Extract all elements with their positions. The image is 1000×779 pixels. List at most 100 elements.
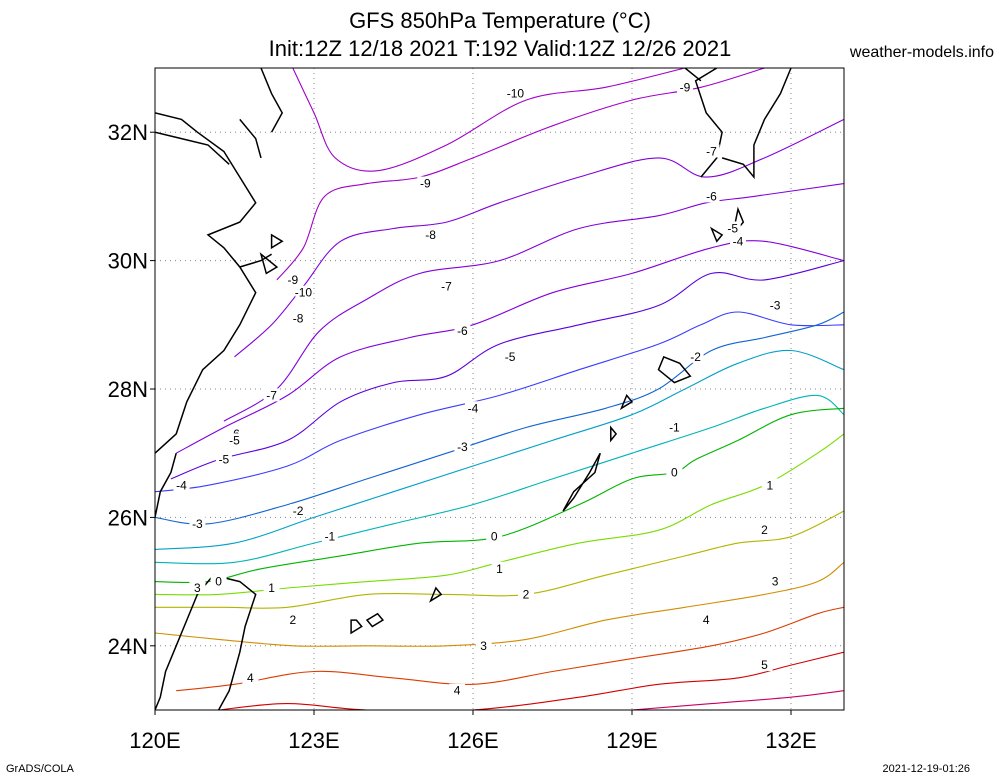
- contour-label-bg: [417, 176, 434, 190]
- coastline: [684, 68, 702, 82]
- contour-label: -7: [441, 279, 452, 293]
- lat-tick-label: 30N: [108, 249, 148, 274]
- contour-label: -1: [325, 530, 336, 544]
- contour-label-bg: [507, 86, 524, 100]
- coastline: [239, 253, 272, 268]
- isotherm-5: [218, 651, 844, 710]
- site-credit: weather-models.info: [849, 44, 994, 61]
- contour-label-bg: [290, 503, 307, 517]
- contour-label-bg: [767, 574, 784, 588]
- coastline: [155, 131, 230, 165]
- contour-label: 0: [491, 530, 498, 544]
- contour-label-bg: [454, 324, 471, 338]
- contour-label: -6: [457, 324, 468, 338]
- isotherm--9: [276, 68, 765, 281]
- isotherm--10: [292, 68, 686, 172]
- contour-label: -5: [229, 433, 240, 447]
- contour-label-bg: [730, 234, 746, 248]
- contour-label-bg: [226, 433, 243, 447]
- contour-label-bg: [210, 574, 227, 588]
- isotherm-4: [176, 606, 844, 692]
- island: [709, 226, 724, 243]
- contour-label-bg: [215, 452, 232, 466]
- contour-label-bg: [284, 613, 301, 627]
- island: [270, 233, 284, 250]
- contour-label-bg: [284, 272, 301, 286]
- contour-label-bg: [698, 613, 715, 627]
- contour-label: 3: [772, 575, 779, 589]
- contour-label: 0: [215, 575, 222, 589]
- contour-label: -2: [293, 504, 304, 518]
- contour-label-bg: [677, 80, 693, 94]
- contour-label: -10: [507, 87, 525, 101]
- contour-label: 3: [480, 639, 487, 653]
- isotherm--3: [155, 311, 844, 525]
- contour-label: -5: [505, 350, 516, 364]
- coastline: [213, 574, 257, 710]
- contour-label-bg: [502, 349, 519, 363]
- contour-label: -3: [192, 517, 203, 531]
- contour-label: -3: [770, 299, 781, 313]
- contour-label-bg: [290, 311, 307, 325]
- contour-label-bg: [724, 221, 741, 235]
- contour-label: -1: [669, 421, 680, 435]
- isotherm--1: [155, 394, 844, 565]
- contour-label-bg: [295, 285, 312, 299]
- contour-label-bg: [449, 683, 466, 697]
- coastline: [155, 453, 177, 518]
- island: [610, 425, 618, 443]
- contour-label-bg: [242, 670, 259, 684]
- contour-label: 1: [766, 478, 773, 492]
- contour-label: -7: [706, 144, 717, 158]
- contour-label-bg: [454, 439, 471, 453]
- isotherm--8: [234, 118, 844, 358]
- coastline: [260, 68, 284, 133]
- axis-labels: 120E 123E 126E 129E 132E 32N 30N 28N 26N 24N: [108, 120, 817, 753]
- isotherm-0: [155, 407, 844, 584]
- lon-tick-label: 126E: [447, 728, 498, 753]
- island: [429, 586, 443, 603]
- contour-label-bg: [173, 478, 190, 492]
- contour-label-bg: [756, 523, 773, 537]
- lon-tick-label: 123E: [288, 728, 339, 753]
- contour-label-bg: [263, 388, 280, 402]
- contour-label-bg: [756, 658, 773, 672]
- contour-label-bg: [321, 529, 338, 543]
- coastline: [721, 68, 792, 180]
- coastline: [155, 112, 257, 454]
- contour-label: 4: [247, 671, 254, 685]
- map-title: GFS 850hPa Temperature (°C): [349, 8, 651, 33]
- coastline: [694, 68, 723, 178]
- isotherm--6: [175, 240, 844, 454]
- contour-label: 4: [703, 613, 710, 627]
- contour-label-bg: [475, 638, 492, 652]
- contour-label: -4: [733, 234, 744, 248]
- contour-label-bg: [666, 420, 683, 434]
- coastline: [155, 574, 214, 710]
- lat-lon-grid: [155, 68, 844, 710]
- lat-tick-label: 24N: [108, 634, 148, 659]
- contour-label-bg: [767, 298, 784, 312]
- contour-label-bg: [189, 581, 206, 595]
- isotherm--7: [223, 183, 844, 422]
- coastline: [239, 118, 262, 159]
- contour-label: -8: [425, 228, 436, 242]
- contour-label-bg: [518, 587, 534, 601]
- contour-label-bg: [703, 144, 720, 158]
- lat-tick-label: 28N: [108, 377, 148, 402]
- contour-label: 2: [289, 613, 296, 627]
- contour-label-bg: [761, 478, 778, 492]
- contour-label-bg: [465, 401, 481, 415]
- contour-label: 3: [194, 581, 201, 595]
- contour-label: -5: [219, 453, 230, 467]
- lat-tick-label: 26N: [108, 505, 148, 530]
- contour-label-bg: [422, 227, 439, 241]
- lon-tick-label: 129E: [606, 728, 657, 753]
- lat-tick-label: 32N: [108, 120, 148, 145]
- isotherm--4: [155, 311, 844, 493]
- footer-software: GrADS/COLA: [6, 763, 74, 775]
- isotherm-2: [155, 510, 844, 609]
- contour-label-bg: [189, 516, 206, 530]
- contour-label: -10: [295, 286, 313, 300]
